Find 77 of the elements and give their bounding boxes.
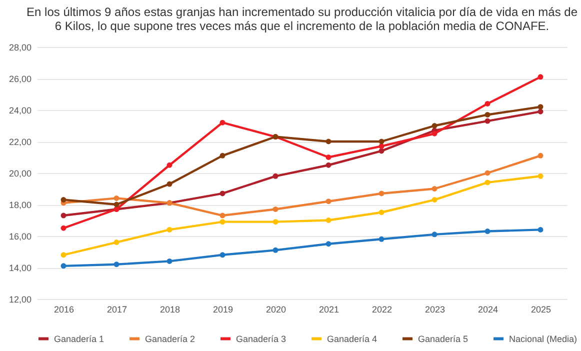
point (326, 138, 332, 144)
legend-label: Ganadería 2 (145, 334, 196, 344)
x-tick-label: 2024 (478, 304, 498, 314)
y-tick-label: 16,00 (8, 232, 32, 242)
point (60, 225, 66, 231)
point (166, 181, 172, 187)
x-tick-label: 2022 (372, 304, 392, 314)
point (60, 252, 66, 258)
point (538, 226, 544, 232)
legend-label: Ganadería 5 (418, 334, 468, 344)
point (220, 152, 226, 158)
point (114, 202, 120, 208)
point (326, 241, 332, 247)
point (484, 100, 490, 106)
point (378, 143, 384, 149)
point (432, 232, 438, 238)
point (538, 104, 544, 110)
point (378, 210, 384, 216)
point (272, 206, 278, 212)
point (272, 173, 278, 179)
point (166, 226, 172, 232)
point (326, 154, 332, 160)
y-tick-label: 18,00 (8, 200, 32, 210)
point (484, 228, 490, 234)
point (484, 118, 490, 124)
y-tick-label: 12,00 (8, 294, 32, 304)
point (272, 247, 278, 253)
y-tick-label: 26,00 (8, 74, 32, 84)
x-tick-label: 2016 (54, 304, 74, 314)
point (538, 152, 544, 158)
chart-title: En los últimos 9 años estas granjas han incrementado su producción vitalicia por día de vida en más de 6 Kilos, lo que supone tres veces más que el incremento de la población media de CONAFE. (26, 5, 578, 33)
x-tick-label: 2021 (318, 304, 340, 314)
point (60, 197, 66, 203)
x-tick-label: 2017 (106, 304, 128, 314)
y-tick-label: 22,00 (8, 137, 32, 147)
point (166, 162, 172, 168)
point (272, 219, 278, 225)
point (114, 240, 120, 246)
x-tick-label: 2023 (424, 304, 446, 314)
x-tick-label: 2019 (212, 304, 234, 314)
y-tick-label: 24,00 (8, 106, 32, 116)
y-tick-label: 20,00 (8, 168, 32, 178)
point (326, 198, 332, 204)
point (220, 252, 226, 258)
point (538, 74, 544, 80)
point (538, 108, 544, 114)
point (484, 170, 490, 176)
point (432, 130, 438, 136)
point (484, 180, 490, 186)
x-tick-label: 2025 (530, 304, 552, 314)
legend-label: Ganadería 1 (54, 334, 104, 344)
point (538, 173, 544, 179)
point (432, 123, 438, 128)
point (220, 212, 226, 218)
point (484, 112, 490, 118)
y-tick-label: 14,00 (8, 263, 32, 273)
y-tick-label: 28,00 (8, 42, 32, 52)
point (220, 120, 226, 126)
point (220, 219, 226, 225)
point (378, 190, 384, 196)
point (60, 212, 66, 218)
point (220, 190, 226, 196)
point (432, 197, 438, 203)
legend-label: Ganadería 4 (327, 334, 378, 344)
point (432, 186, 438, 192)
point (378, 236, 384, 242)
point (114, 195, 120, 201)
point (326, 162, 332, 168)
point (166, 258, 172, 264)
x-tick-label: 2018 (160, 304, 180, 314)
point (378, 138, 384, 144)
point (60, 263, 66, 269)
x-tick-label: 2020 (266, 304, 286, 314)
point (114, 262, 120, 268)
legend-label: Ganadería 3 (236, 334, 286, 344)
legend-label: Nacional (Media) (509, 334, 578, 344)
point (326, 218, 332, 223)
